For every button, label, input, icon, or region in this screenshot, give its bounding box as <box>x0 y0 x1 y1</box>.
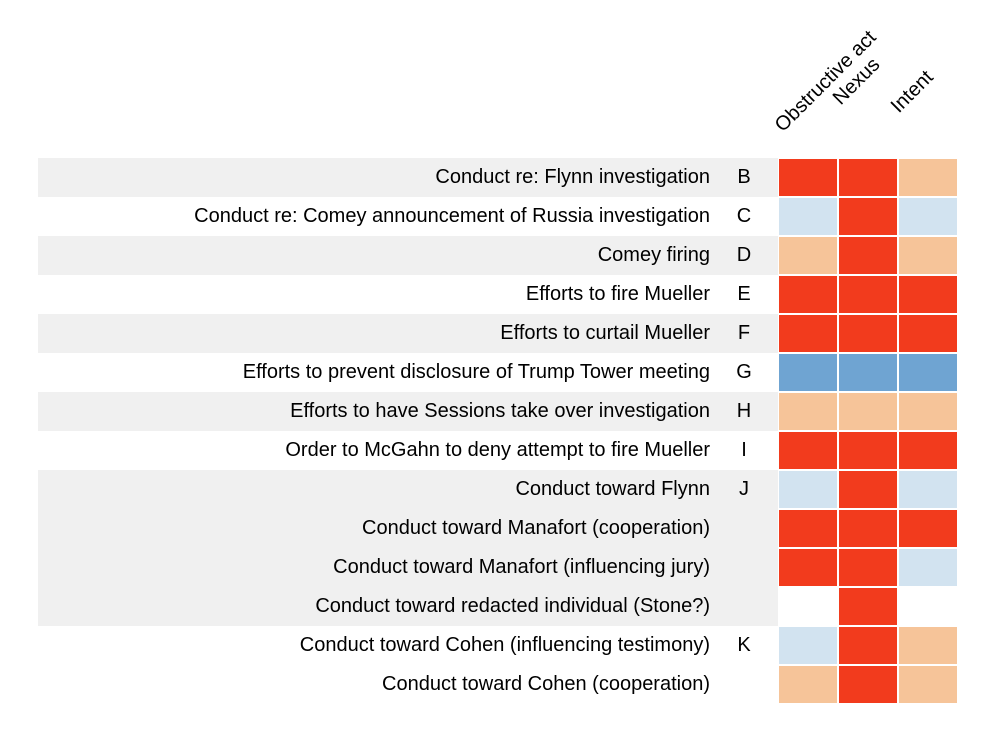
heatmap-row: Conduct toward Cohen (influencing testim… <box>38 626 958 665</box>
heat-cell-light_blue <box>778 626 838 665</box>
row-label: Order to McGahn to deny attempt to fire … <box>285 439 710 461</box>
heat-cell-red <box>778 314 838 353</box>
heat-cell-red <box>838 158 898 197</box>
row-label: Efforts to have Sessions take over inves… <box>290 400 710 422</box>
section-letter: J <box>739 478 749 500</box>
section-letter: D <box>736 244 752 266</box>
heat-cell-light_orange <box>898 392 958 431</box>
row-cells <box>778 158 958 197</box>
row-cells <box>778 431 958 470</box>
heatmap-row: Conduct toward Flynn J <box>38 470 958 509</box>
heatmap-row: Order to McGahn to deny attempt to fire … <box>38 431 958 470</box>
heat-cell-red <box>778 431 838 470</box>
row-cells <box>778 470 958 509</box>
row-cells <box>778 392 958 431</box>
row-label: Conduct toward Flynn <box>515 478 710 500</box>
heat-cell-red <box>898 431 958 470</box>
heat-cell-light_orange <box>898 626 958 665</box>
heat-cell-light_blue <box>898 548 958 587</box>
row-cells <box>778 314 958 353</box>
row-label: Conduct re: Comey announcement of Russia… <box>194 205 710 227</box>
section-letter: B <box>737 166 751 188</box>
section-letter: C <box>736 205 752 227</box>
heatmap-row: Efforts to prevent disclosure of Trump T… <box>38 353 958 392</box>
heat-cell-light_orange <box>778 392 838 431</box>
heatmap-row: Conduct re: Flynn investigation B <box>38 158 958 197</box>
row-cells <box>778 587 958 626</box>
section-letter: I <box>741 439 747 461</box>
row-cells <box>778 626 958 665</box>
heat-cell-white <box>898 587 958 626</box>
heat-cell-light_orange <box>838 392 898 431</box>
heat-cell-red <box>778 158 838 197</box>
row-label: Efforts to fire Mueller <box>525 283 710 305</box>
heat-cell-red <box>898 314 958 353</box>
section-letter: F <box>737 322 751 344</box>
row-label: Conduct toward Manafort (cooperation) <box>362 517 710 539</box>
column-header-intent: Intent <box>886 66 938 118</box>
row-label: Conduct re: Flynn investigation <box>435 166 710 188</box>
heat-cell-red <box>778 548 838 587</box>
heat-cell-red <box>838 626 898 665</box>
section-letter: K <box>737 634 751 656</box>
heat-cell-red <box>838 431 898 470</box>
heatmap-row: Conduct re: Comey announcement of Russia… <box>38 197 958 236</box>
row-cells <box>778 197 958 236</box>
row-label: Conduct toward Cohen (influencing testim… <box>299 634 710 656</box>
row-cells <box>778 236 958 275</box>
heat-cell-red <box>778 509 838 548</box>
heat-cell-light_orange <box>778 665 838 704</box>
row-label: Conduct toward redacted individual (Ston… <box>315 595 710 617</box>
row-cells <box>778 275 958 314</box>
row-cells <box>778 665 958 704</box>
heat-cell-red <box>778 275 838 314</box>
heat-cell-white <box>778 587 838 626</box>
heat-cell-red <box>838 236 898 275</box>
heatmap-row: Efforts to fire Mueller E <box>38 275 958 314</box>
heat-cell-red <box>838 509 898 548</box>
heat-cell-light_orange <box>898 665 958 704</box>
row-label: Conduct toward Cohen (cooperation) <box>382 673 710 695</box>
section-letter: E <box>737 283 751 305</box>
heatmap-row: Conduct toward Manafort (influencing jur… <box>38 548 958 587</box>
row-label: Comey firing <box>597 244 710 266</box>
row-label: Efforts to prevent disclosure of Trump T… <box>242 361 710 383</box>
heat-cell-light_blue <box>778 470 838 509</box>
row-cells <box>778 548 958 587</box>
heat-cell-red <box>838 314 898 353</box>
heat-cell-light_blue <box>778 197 838 236</box>
row-cells <box>778 353 958 392</box>
heat-cell-red <box>838 665 898 704</box>
heatmap-row: Efforts to curtail Mueller F <box>38 314 958 353</box>
heatmap-row: Efforts to have Sessions take over inves… <box>38 392 958 431</box>
heat-cell-red <box>838 197 898 236</box>
section-letter: H <box>736 400 752 422</box>
heatmap-row: Conduct toward Manafort (cooperation) <box>38 509 958 548</box>
heat-cell-red <box>838 275 898 314</box>
heat-cell-red <box>838 470 898 509</box>
heat-cell-blue <box>838 353 898 392</box>
heat-cell-blue <box>898 353 958 392</box>
row-label: Conduct toward Manafort (influencing jur… <box>333 556 710 578</box>
heatmap-row: Comey firing D <box>38 236 958 275</box>
heat-cell-red <box>838 548 898 587</box>
heat-cell-red <box>838 587 898 626</box>
heat-cell-light_orange <box>898 236 958 275</box>
row-cells <box>778 509 958 548</box>
heat-cell-red <box>898 275 958 314</box>
heat-cell-blue <box>778 353 838 392</box>
heat-cell-light_orange <box>778 236 838 275</box>
heat-cell-light_blue <box>898 470 958 509</box>
heat-cell-light_orange <box>898 158 958 197</box>
heat-cell-red <box>898 509 958 548</box>
section-letter: G <box>736 361 752 383</box>
heat-cell-light_blue <box>898 197 958 236</box>
row-label: Efforts to curtail Mueller <box>500 322 710 344</box>
heatmap-row: Conduct toward Cohen (cooperation) <box>38 665 958 704</box>
heatmap-row: Conduct toward redacted individual (Ston… <box>38 587 958 626</box>
